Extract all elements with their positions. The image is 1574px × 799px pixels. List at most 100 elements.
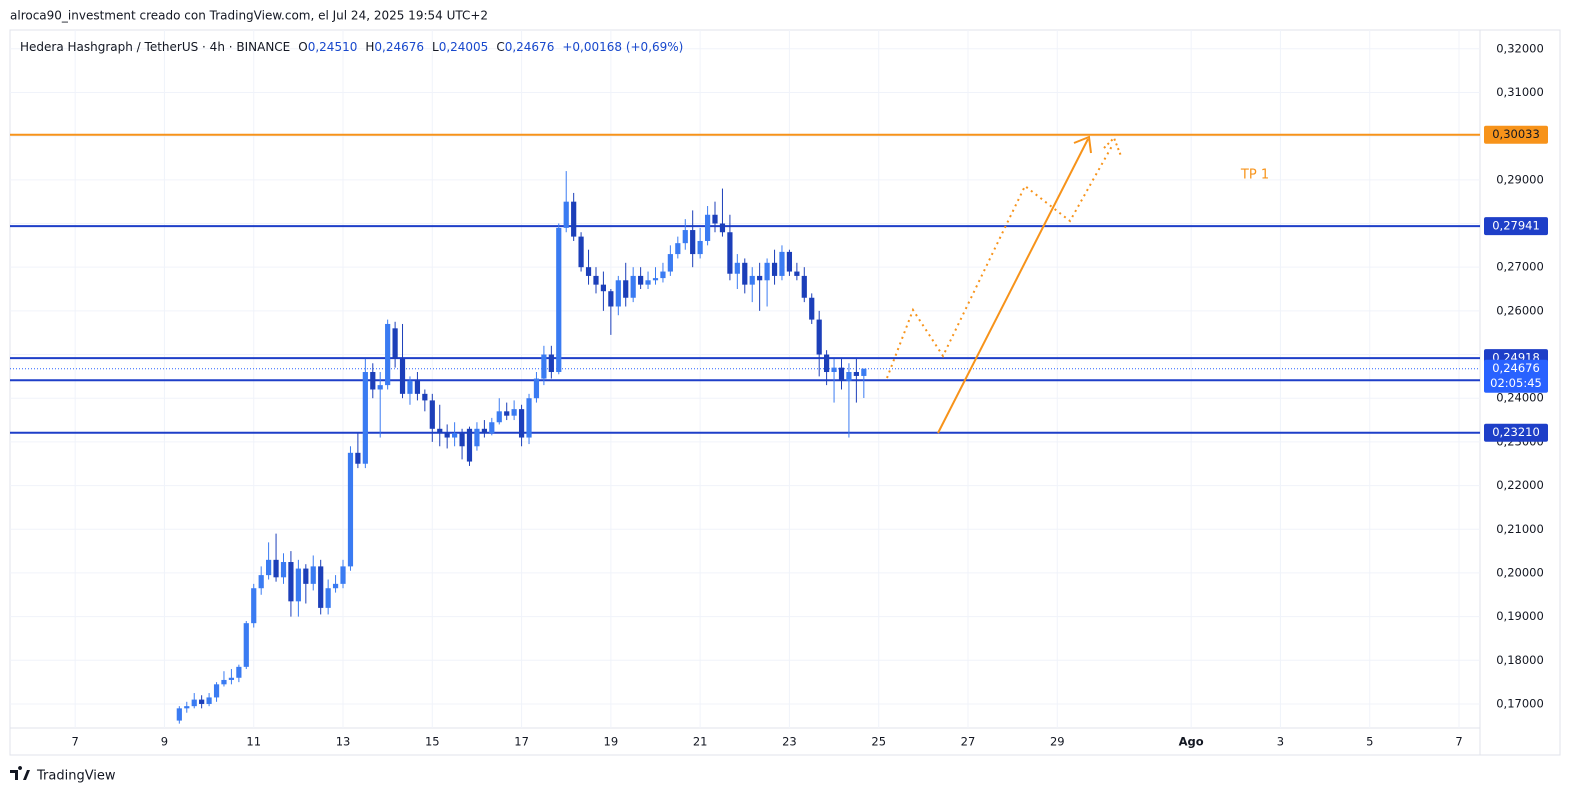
candle-body [399, 358, 406, 394]
level-label: 0,30033 [1492, 127, 1540, 141]
y-tick-label: 0,20000 [1496, 565, 1544, 579]
x-tick-label: 27 [961, 735, 976, 749]
y-tick-label: 0,27000 [1496, 260, 1544, 274]
axes: 0,17000 0,18000 0,19000 0,20000 0,21000 0,220… [72, 41, 1548, 749]
legend-key: H [365, 40, 374, 54]
x-tick-label: 21 [693, 735, 708, 749]
candle-body [318, 566, 324, 608]
legend-change: +0,00168 (+0,69%) [562, 40, 683, 54]
candle-body [861, 368, 867, 376]
candle-body [422, 393, 428, 401]
candle-body [310, 566, 316, 584]
candle-body [452, 433, 458, 438]
candle-body [303, 568, 309, 584]
candle-body [786, 251, 793, 272]
candle-body [370, 372, 376, 390]
x-tick-label: Ago [1179, 735, 1204, 749]
level-label-box [1484, 217, 1548, 236]
candle-body [704, 214, 711, 241]
candle-body [414, 380, 421, 394]
candle-body [280, 562, 287, 578]
candle-body [660, 271, 666, 279]
x-tick-label: 19 [604, 735, 619, 749]
candle-body [437, 428, 443, 434]
candle-body [831, 367, 837, 373]
candle-body [638, 275, 644, 285]
brand: TradingView [10, 766, 116, 784]
candle-body [340, 566, 346, 584]
candle-body [243, 623, 249, 667]
candle-body [526, 398, 532, 438]
x-tick-label: 23 [782, 735, 797, 749]
candle-body [667, 254, 673, 272]
y-tick-label: 0,24000 [1496, 391, 1544, 405]
legend-key: C [496, 40, 504, 54]
candle-body [801, 275, 807, 298]
brand-logo [10, 766, 30, 780]
legend-value: 0,24676 [505, 40, 555, 54]
candle-body [213, 684, 220, 698]
legend-value: 0,24005 [439, 40, 489, 54]
candle-body [429, 400, 435, 429]
candle-body [347, 452, 354, 567]
candle-body [615, 280, 621, 307]
arrow-head [1073, 135, 1092, 154]
candles [176, 171, 867, 724]
candle-body [444, 433, 450, 438]
candle-body [332, 583, 339, 589]
chart-frame [9, 29, 1561, 756]
candle-body [206, 697, 212, 704]
y-tick-label: 0,29000 [1496, 172, 1544, 186]
x-tick-label: 13 [336, 735, 351, 749]
countdown: 02:05:45 [1490, 376, 1542, 390]
candle-body [630, 275, 636, 298]
candle-body [541, 354, 547, 379]
annotation: TP 1 [1240, 168, 1269, 183]
x-tick-label: 7 [1455, 735, 1462, 749]
legend-key: O [298, 40, 307, 54]
x-tick-label: 25 [871, 735, 886, 749]
y-tick-label: 0,17000 [1496, 696, 1544, 710]
level-label-box [1484, 125, 1548, 144]
candle-body [489, 422, 495, 434]
candle-body [853, 372, 859, 376]
candle-body [556, 227, 562, 373]
candle-body [288, 562, 294, 602]
current-price-box [1484, 359, 1548, 393]
candle-body [794, 271, 800, 276]
candle-body [623, 280, 629, 298]
candle-body [273, 559, 279, 578]
levels [10, 133, 1480, 434]
candle-body [563, 201, 569, 228]
legend: Hedera Hashgraph / TetherUS · 4h · BINAN… [20, 40, 683, 54]
candle-body [593, 275, 599, 285]
candle-body [779, 251, 785, 276]
candle-body [548, 354, 554, 373]
candle-body [377, 385, 383, 390]
candle-body [236, 666, 242, 678]
candle-body [749, 275, 755, 285]
candle-body [757, 275, 763, 281]
candle-body [325, 588, 331, 608]
candle-body [600, 284, 607, 292]
current-price-label: 0,24676 [1492, 361, 1540, 375]
candle-body [682, 230, 688, 244]
candle-body [742, 262, 748, 285]
candle-body [734, 262, 740, 274]
candle-body [645, 280, 651, 285]
candle-body [385, 323, 391, 386]
candle-body [474, 428, 480, 447]
header-caption: alroca90_investment creado con TradingVi… [10, 9, 488, 23]
x-tick-label: 17 [514, 735, 529, 749]
candle-body [496, 411, 502, 423]
candle-body [771, 262, 778, 276]
candle-body [511, 409, 517, 416]
candle-body [295, 568, 301, 602]
level-label-box [1484, 423, 1548, 442]
candle-body [727, 232, 733, 274]
candle-body [846, 372, 852, 381]
candle-body [764, 262, 770, 281]
candle-body [838, 367, 845, 381]
